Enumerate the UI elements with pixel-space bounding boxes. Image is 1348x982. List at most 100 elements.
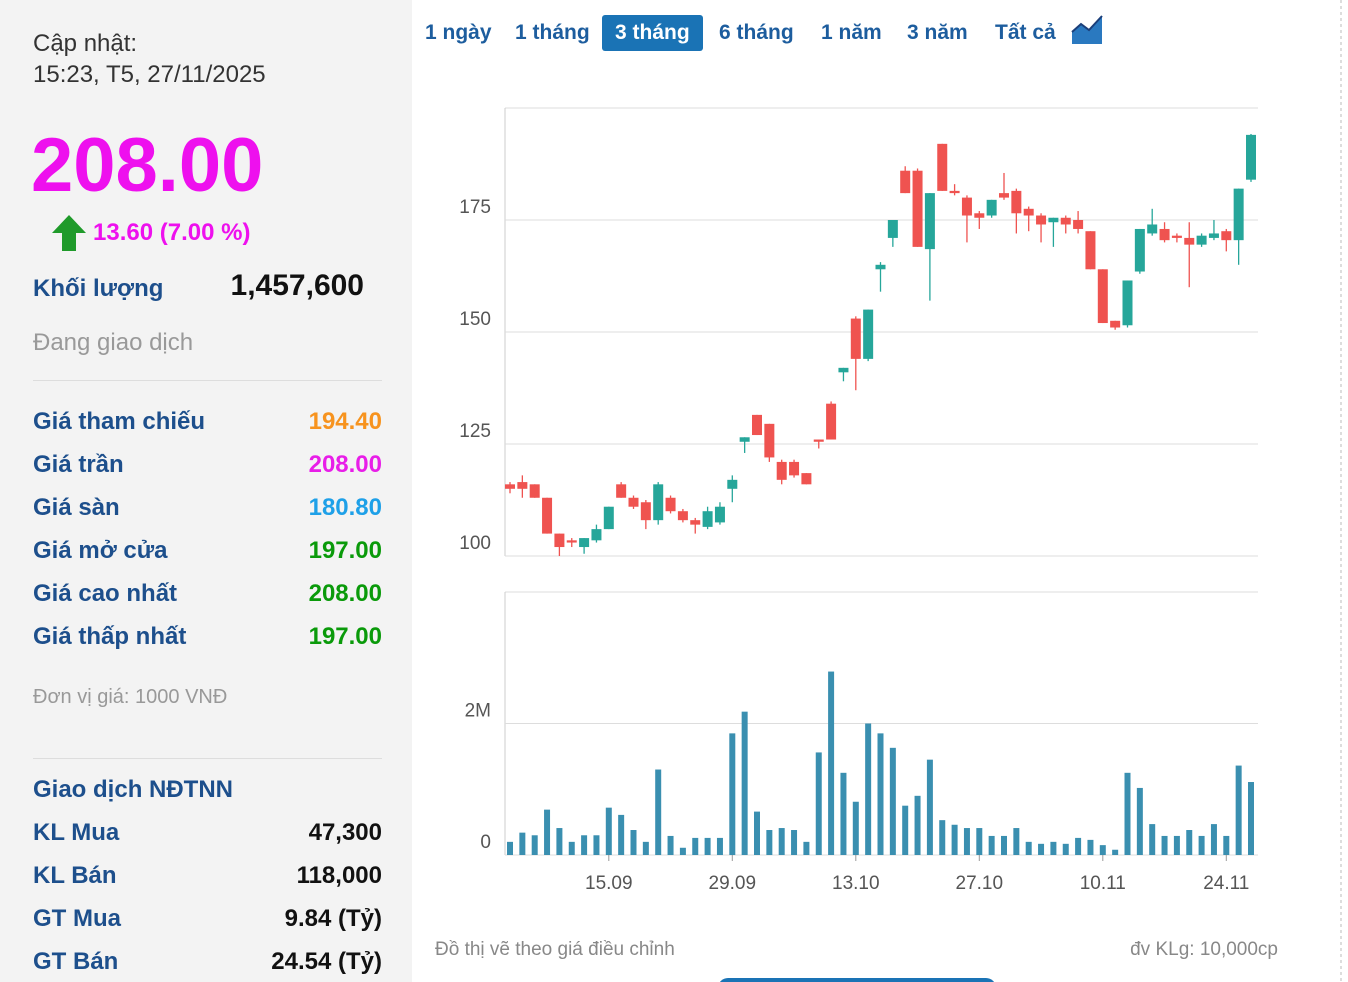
candle-body xyxy=(579,538,590,548)
volume-bar xyxy=(1198,835,1205,855)
volume-bar xyxy=(581,835,588,855)
candle-body xyxy=(1073,220,1084,229)
x-tick-label: 24.11 xyxy=(1203,873,1249,894)
candle-body xyxy=(1147,224,1158,234)
price-label: Giá thấp nhất xyxy=(33,623,187,650)
footer-unit: đv KLg: 10,000cp xyxy=(1130,939,1278,960)
volume-bar xyxy=(840,772,847,855)
price-label: Giá cao nhất xyxy=(33,580,178,607)
update-label: Cập nhật: xyxy=(33,30,138,57)
volume-bar xyxy=(939,820,946,855)
volume-bar xyxy=(568,841,575,855)
volume-bar xyxy=(852,801,859,855)
volume-bar xyxy=(1136,787,1143,855)
price-value: 208.00 xyxy=(308,451,382,478)
candle-body xyxy=(1134,228,1145,272)
sidebar: Cập nhật: 15:23, T5, 27/11/2025 208.00 1… xyxy=(0,0,412,982)
price-change: 13.60 (7.00 %) xyxy=(93,219,251,246)
x-tick-label: 13.10 xyxy=(832,873,880,894)
volume-bar xyxy=(1124,772,1131,855)
range-tab[interactable]: 1 tháng xyxy=(515,21,590,44)
candle-body xyxy=(665,497,676,512)
candle-body xyxy=(752,414,762,436)
foreign-label: GT Bán xyxy=(33,948,119,975)
chart-type-icon[interactable] xyxy=(1071,14,1103,44)
candle-body xyxy=(887,220,898,238)
volume-bar xyxy=(716,837,723,855)
candle-body xyxy=(838,367,849,373)
volume-bar xyxy=(865,723,872,855)
candle-body xyxy=(1171,235,1182,238)
button-edge[interactable] xyxy=(718,978,996,982)
candle-body xyxy=(1221,231,1232,241)
y-tick-label: 2M xyxy=(465,701,491,722)
candle-body xyxy=(529,484,540,498)
volume-bar xyxy=(1149,824,1156,855)
foreign-value: 118,000 xyxy=(296,862,382,889)
price-label: Giá tham chiếu xyxy=(33,408,206,435)
update-time: 15:23, T5, 27/11/2025 xyxy=(33,61,266,88)
candle-body xyxy=(677,511,688,521)
price-value: 180.80 xyxy=(308,494,382,521)
candle-body xyxy=(566,540,577,543)
volume-bar xyxy=(729,733,736,855)
volume-bar xyxy=(667,835,674,855)
volume-bar xyxy=(544,809,551,855)
volume-bar xyxy=(951,824,958,855)
volume-bar xyxy=(791,830,798,855)
volume-bar xyxy=(1013,828,1020,855)
candle-body xyxy=(1184,237,1195,245)
divider xyxy=(33,758,382,759)
foreign-value: 47,300 xyxy=(308,819,382,846)
candle-body xyxy=(653,484,664,521)
candle-body xyxy=(690,520,701,525)
candle-body xyxy=(999,193,1009,198)
volume-bar xyxy=(1210,824,1217,855)
range-tab[interactable]: 3 năm xyxy=(907,21,968,44)
foreign-label: KL Bán xyxy=(33,862,117,889)
volume-bar xyxy=(1235,765,1242,855)
candle-body xyxy=(924,193,935,250)
volume-bar xyxy=(1038,843,1045,855)
candle-body xyxy=(1060,217,1071,225)
range-tab[interactable]: 1 ngày xyxy=(425,21,492,44)
volume-bar xyxy=(741,711,748,855)
candle-body xyxy=(789,461,800,476)
price-value: 197.00 xyxy=(308,537,382,564)
volume-bar xyxy=(988,835,995,855)
y-tick-label: 0 xyxy=(480,832,491,853)
volume-bar xyxy=(1099,845,1106,855)
foreign-title: Giao dịch NĐTNN xyxy=(33,776,234,803)
volume-bar xyxy=(507,841,513,855)
price-value: 208.00 xyxy=(308,580,382,607)
candle-body xyxy=(1196,235,1207,245)
foreign-value: 24.54 (Tỷ) xyxy=(271,948,382,975)
range-tab[interactable]: 3 tháng xyxy=(602,15,703,51)
status: Đang giao dịch xyxy=(33,329,194,356)
candle-body xyxy=(1122,280,1133,326)
volume-bar xyxy=(618,814,625,855)
candle-body xyxy=(764,423,775,458)
candle-body xyxy=(986,199,997,216)
x-tick-label: 10.11 xyxy=(1080,873,1126,894)
volume-bar xyxy=(828,671,835,855)
candle-body xyxy=(1048,217,1059,223)
candle-body xyxy=(616,484,627,498)
volume-bar xyxy=(815,752,822,855)
range-tab[interactable]: Tất cả xyxy=(995,21,1056,44)
volume-bar xyxy=(926,759,933,855)
candle-body xyxy=(727,479,738,489)
candle-body xyxy=(912,170,923,247)
candle-body xyxy=(974,213,985,218)
volume-bar xyxy=(1087,839,1094,855)
range-tab[interactable]: 6 tháng xyxy=(719,21,794,44)
volume-bar xyxy=(519,832,526,855)
volume-bar xyxy=(1075,837,1082,855)
range-tab[interactable]: 1 năm xyxy=(821,21,882,44)
volume-bar xyxy=(1223,835,1230,855)
volume: 1,457,600 xyxy=(230,269,364,302)
candle-body xyxy=(1097,269,1108,324)
volume-bar xyxy=(889,747,896,855)
up-arrow xyxy=(52,215,86,251)
